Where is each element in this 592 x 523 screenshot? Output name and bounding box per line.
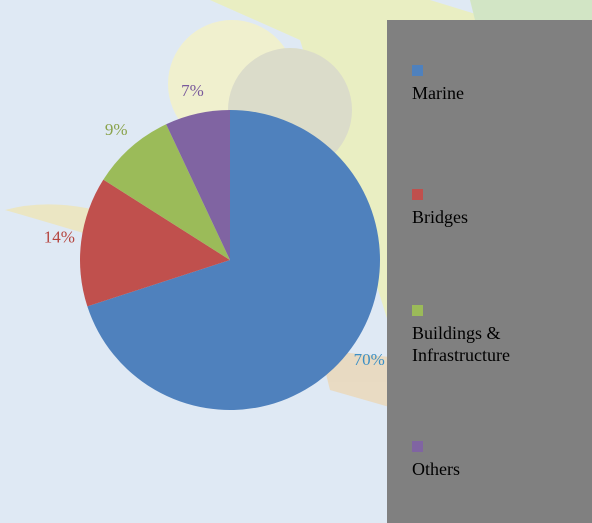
legend-item: Others: [412, 436, 572, 480]
data-label: 14%: [44, 227, 75, 246]
legend-swatch: [412, 65, 423, 76]
legend-item: Marine: [412, 60, 572, 104]
pie: 70% 14% 9% 7%: [44, 81, 385, 410]
data-label: 9%: [105, 120, 128, 139]
legend-label: Bridges: [412, 207, 468, 227]
pie-slice: [166, 110, 230, 260]
legend-label: Others: [412, 459, 460, 479]
pie-slice: [80, 179, 230, 307]
legend: Marine Bridges Buildings & Infrastructure O…: [387, 20, 592, 523]
legend-swatch: [412, 305, 423, 316]
legend-item: Bridges: [412, 184, 572, 228]
data-label: 7%: [181, 81, 204, 100]
legend-label: Marine: [412, 83, 464, 103]
pie-slice: [87, 110, 380, 410]
legend-item: Buildings & Infrastructure: [412, 300, 572, 366]
legend-swatch: [412, 189, 423, 200]
pie-slice: [103, 124, 230, 260]
data-label: 70%: [354, 350, 385, 369]
legend-label: Buildings & Infrastructure: [412, 323, 510, 365]
legend-swatch: [412, 441, 423, 452]
